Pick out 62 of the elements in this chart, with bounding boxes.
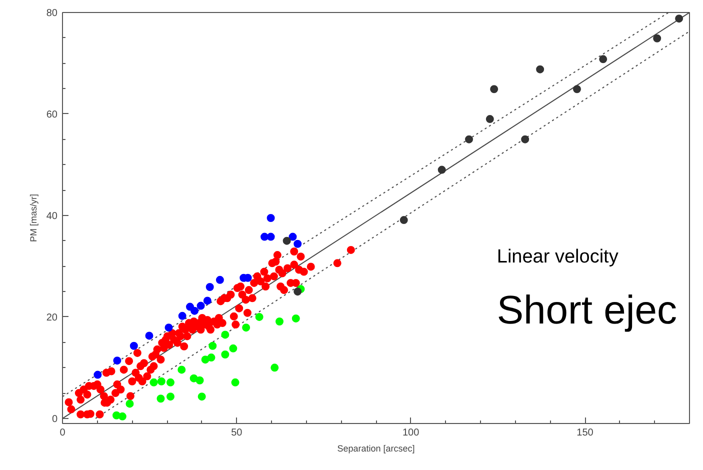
point <box>282 236 291 245</box>
annotation: Linear velocity <box>496 246 619 268</box>
y-tick-label: 20 <box>46 312 58 324</box>
point <box>94 370 102 379</box>
point <box>292 314 300 322</box>
point <box>130 342 138 350</box>
point <box>145 332 154 340</box>
point <box>216 276 224 284</box>
point <box>166 378 174 386</box>
x-tick-label: 50 <box>231 428 243 438</box>
point <box>221 350 230 358</box>
y-tick-label: 80 <box>46 8 58 19</box>
point <box>186 302 194 311</box>
point <box>400 216 408 224</box>
x-tick-label: 0 <box>60 428 66 438</box>
point <box>270 364 279 372</box>
point <box>166 392 174 401</box>
annotation: Short ejec <box>496 288 677 333</box>
point <box>572 85 581 94</box>
x-tick-label: 100 <box>402 428 420 438</box>
y-tick-label: 40 <box>46 210 58 222</box>
x-axis-title: Separation [arcsec] <box>337 444 415 454</box>
point <box>294 240 302 248</box>
point <box>490 85 498 94</box>
point <box>196 302 205 310</box>
point <box>150 378 158 386</box>
point <box>221 330 230 339</box>
x-tick-label: 150 <box>576 428 594 438</box>
point <box>203 296 212 305</box>
point <box>653 34 662 42</box>
y-axis-title: PM [mas/yr] <box>28 194 38 242</box>
point <box>113 356 122 365</box>
point <box>157 377 166 386</box>
point <box>266 214 275 222</box>
point <box>164 324 173 332</box>
point <box>599 55 608 64</box>
point <box>266 232 275 241</box>
y-tick-label: 60 <box>46 109 58 120</box>
point <box>294 288 302 296</box>
point <box>206 283 214 291</box>
point <box>465 135 474 144</box>
point <box>178 366 186 374</box>
point <box>208 342 217 350</box>
point <box>675 14 684 23</box>
point <box>276 318 284 326</box>
point <box>178 312 186 320</box>
point <box>118 412 126 420</box>
point <box>438 166 446 174</box>
point <box>242 324 250 332</box>
point <box>126 400 134 408</box>
point <box>255 312 264 321</box>
point <box>190 374 198 382</box>
point <box>231 378 240 386</box>
point <box>486 115 494 124</box>
point <box>229 344 238 352</box>
point <box>288 232 297 241</box>
point <box>201 356 210 364</box>
point <box>521 135 530 144</box>
point <box>536 65 544 74</box>
y-tick-label: 0 <box>52 414 58 425</box>
point <box>198 392 206 401</box>
point <box>156 394 165 403</box>
